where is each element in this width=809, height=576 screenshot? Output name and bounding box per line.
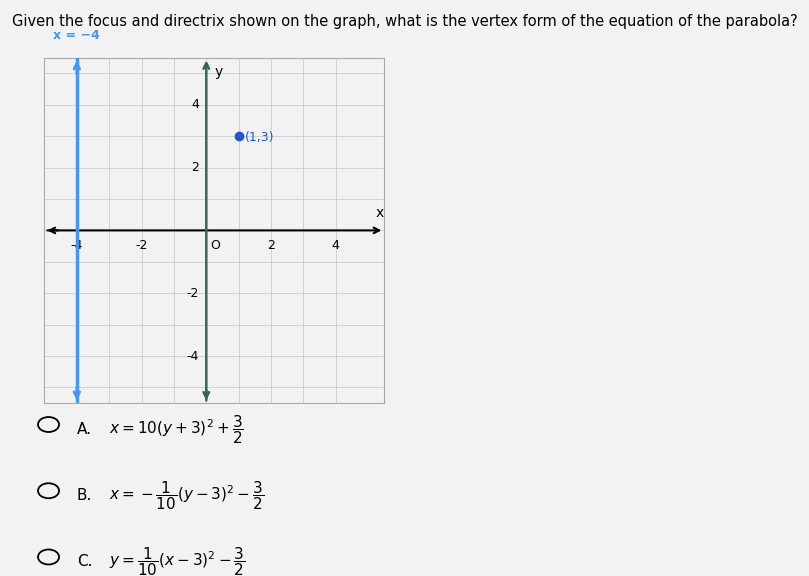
Text: (1,3): (1,3) (245, 131, 274, 144)
Text: $x = -\dfrac{1}{10}(y - 3)^2 - \dfrac{3}{2}$: $x = -\dfrac{1}{10}(y - 3)^2 - \dfrac{3}… (109, 479, 265, 511)
Text: 4: 4 (332, 239, 340, 252)
Text: 4: 4 (191, 98, 199, 111)
Text: y: y (214, 66, 222, 79)
Text: -2: -2 (135, 239, 148, 252)
Text: $y = \dfrac{1}{10}(x - 3)^2 - \dfrac{3}{2}$: $y = \dfrac{1}{10}(x - 3)^2 - \dfrac{3}{… (109, 545, 246, 576)
Text: -2: -2 (187, 287, 199, 300)
Text: -4: -4 (70, 239, 83, 252)
Text: -4: -4 (187, 350, 199, 362)
Text: A.: A. (77, 422, 92, 437)
Text: B.: B. (77, 488, 92, 503)
Text: C.: C. (77, 554, 92, 569)
Text: O: O (210, 239, 220, 252)
Text: $x = 10(y + 3)^2 + \dfrac{3}{2}$: $x = 10(y + 3)^2 + \dfrac{3}{2}$ (109, 413, 244, 445)
Text: x = −4: x = −4 (53, 29, 100, 42)
Text: Given the focus and directrix shown on the graph, what is the vertex form of the: Given the focus and directrix shown on t… (12, 14, 798, 29)
Text: 2: 2 (267, 239, 275, 252)
Text: 2: 2 (191, 161, 199, 174)
Text: x: x (375, 206, 383, 221)
